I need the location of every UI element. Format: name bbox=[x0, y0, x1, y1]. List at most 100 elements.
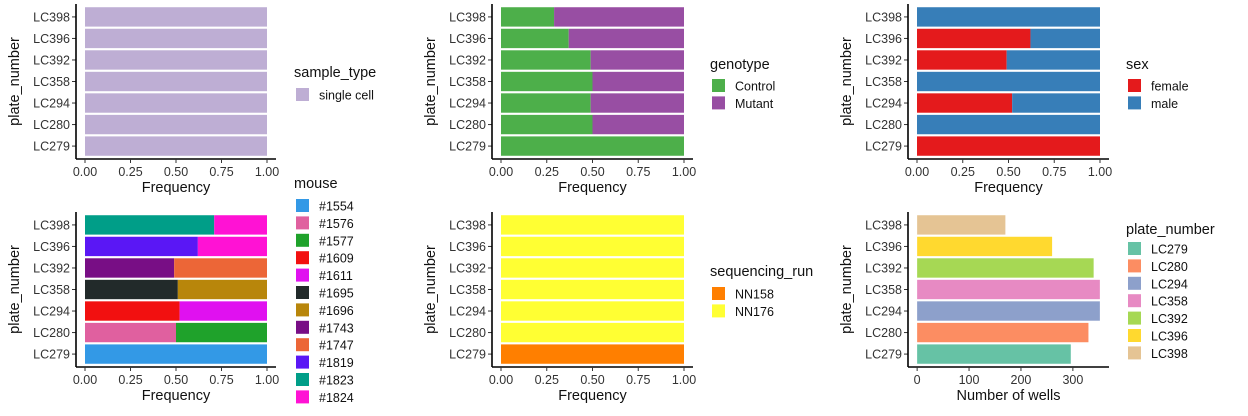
bar-LC280-1576 bbox=[85, 322, 176, 343]
bar-LC358-1696 bbox=[177, 279, 267, 300]
bar-LC396-female bbox=[917, 28, 1031, 49]
x-tick-label: 0.25 bbox=[118, 373, 142, 387]
legend-label: #1696 bbox=[319, 304, 354, 318]
bar-LC396-Mutant bbox=[568, 28, 684, 49]
legend-swatch bbox=[1128, 311, 1141, 325]
legend-swatch bbox=[296, 268, 309, 282]
legend-swatch bbox=[712, 287, 725, 300]
y-tick-label: LC280 bbox=[449, 118, 486, 132]
bar-LC392 bbox=[917, 258, 1094, 278]
y-tick-label: LC392 bbox=[865, 261, 902, 275]
bar-LC279-single cell bbox=[85, 136, 267, 156]
y-tick-label: LC358 bbox=[449, 75, 486, 89]
x-tick-label: 200 bbox=[1011, 373, 1032, 387]
bar-LC358-Control bbox=[501, 71, 593, 92]
bar-LC396-single cell bbox=[85, 28, 267, 49]
bar-LC392-Mutant bbox=[590, 50, 684, 70]
y-tick-label: LC279 bbox=[33, 348, 70, 362]
x-tick-label: 1.00 bbox=[672, 373, 696, 387]
bar-LC294-female bbox=[917, 93, 1013, 113]
y-axis-title: plate_number bbox=[7, 37, 23, 126]
legend-swatch bbox=[296, 355, 309, 369]
x-axis-title: Frequency bbox=[974, 180, 1043, 196]
legend-label: LC392 bbox=[1151, 312, 1188, 326]
y-tick-label: LC396 bbox=[865, 240, 902, 254]
bar-LC396-NN176 bbox=[501, 236, 684, 257]
y-axis-title: plate_number bbox=[839, 37, 855, 126]
legend-label: #1819 bbox=[319, 356, 354, 370]
legend-swatch bbox=[296, 286, 309, 299]
legend-swatch bbox=[296, 303, 309, 317]
x-tick-label: 0.75 bbox=[626, 165, 650, 179]
x-tick-label: 0.00 bbox=[905, 165, 929, 179]
bar-LC396 bbox=[917, 236, 1053, 257]
bar-LC398-Mutant bbox=[554, 7, 684, 27]
y-tick-label: LC392 bbox=[33, 53, 70, 67]
legend-label: Control bbox=[735, 80, 775, 94]
legend-title: sex bbox=[1126, 57, 1149, 73]
x-tick-label: 1.00 bbox=[255, 373, 279, 387]
legend-swatch bbox=[296, 390, 309, 404]
bar-LC294 bbox=[917, 301, 1100, 321]
y-tick-label: LC294 bbox=[449, 97, 486, 111]
bar-LC398-single cell bbox=[85, 7, 267, 27]
y-tick-label: LC398 bbox=[449, 218, 486, 232]
bar-LC280-1577 bbox=[176, 322, 267, 343]
y-axis-title: plate_number bbox=[423, 245, 439, 334]
legend-label: #1695 bbox=[319, 287, 354, 301]
legend-swatch bbox=[296, 320, 309, 334]
bar-LC358 bbox=[917, 279, 1100, 300]
legend-genotype: genotype Control Mutant bbox=[710, 57, 775, 111]
x-tick-label: 1.00 bbox=[672, 165, 696, 179]
legend-mouse: mouse #1554 #1576 #1577 #1609 #1611 #1695 #1696… bbox=[294, 176, 354, 405]
y-tick-label: LC392 bbox=[449, 53, 486, 67]
bar-LC392-Control bbox=[501, 50, 591, 70]
legend-swatch bbox=[1128, 294, 1141, 308]
chart-sample-type: LC279 LC280 LC294 LC358 LC392 LC396 LC398 0.00 0… bbox=[7, 4, 376, 196]
y-tick-label: LC279 bbox=[865, 140, 902, 154]
legend-swatch bbox=[1128, 276, 1141, 290]
y-tick-label: LC392 bbox=[865, 53, 902, 67]
bar-LC392-male bbox=[1006, 50, 1100, 70]
bar-LC280-male bbox=[917, 114, 1100, 135]
y-axis-title: plate_number bbox=[423, 37, 439, 126]
bar-LC392-1747 bbox=[174, 258, 267, 278]
x-tick-label: 0.75 bbox=[209, 373, 233, 387]
x-tick-label: 0.75 bbox=[626, 373, 650, 387]
bar-LC279-Control bbox=[501, 136, 684, 156]
bar-LC398-1824 bbox=[214, 215, 267, 235]
legend-swatch bbox=[1128, 259, 1141, 273]
x-tick-label: 0.00 bbox=[489, 373, 513, 387]
y-tick-label: LC396 bbox=[865, 32, 902, 46]
bar-LC280 bbox=[917, 322, 1089, 343]
y-tick-label: LC396 bbox=[449, 32, 486, 46]
x-tick-label: 0 bbox=[914, 373, 921, 387]
y-tick-label: LC280 bbox=[449, 326, 486, 340]
legend-label: #1611 bbox=[319, 269, 353, 283]
x-tick-label: 0.00 bbox=[73, 165, 97, 179]
legend-label: LC398 bbox=[1151, 347, 1188, 361]
y-tick-label: LC358 bbox=[33, 283, 70, 297]
y-tick-label: LC279 bbox=[449, 348, 486, 362]
legend-label: #1554 bbox=[319, 200, 354, 214]
bar-LC358-single cell bbox=[85, 71, 267, 92]
x-tick-label: 0.50 bbox=[996, 165, 1020, 179]
legend-label: NN176 bbox=[735, 305, 774, 319]
legend-swatch bbox=[296, 251, 309, 265]
y-axis-title: plate_number bbox=[839, 245, 855, 334]
legend-label: LC358 bbox=[1151, 295, 1188, 309]
y-tick-label: LC398 bbox=[865, 218, 902, 232]
legend-swatch bbox=[296, 216, 309, 230]
legend-label: LC279 bbox=[1151, 243, 1188, 257]
legend-swatch bbox=[1128, 242, 1141, 255]
chart-sequencing-run: LC279 LC280 LC294 LC358 LC392 LC396 LC398 0.00 0… bbox=[423, 212, 813, 404]
x-axis-title: Frequency bbox=[142, 180, 211, 196]
legend-label: NN158 bbox=[735, 288, 774, 302]
legend-label: female bbox=[1151, 80, 1189, 94]
chart-mouse: LC279 LC280 LC294 LC358 LC392 LC396 LC398 0.00 0… bbox=[7, 176, 354, 405]
bar-LC398-NN176 bbox=[501, 215, 684, 235]
bar-LC398 bbox=[917, 215, 1006, 235]
y-tick-label: LC392 bbox=[449, 261, 486, 275]
legend-label: male bbox=[1151, 97, 1178, 111]
legend-label: LC280 bbox=[1151, 260, 1188, 274]
